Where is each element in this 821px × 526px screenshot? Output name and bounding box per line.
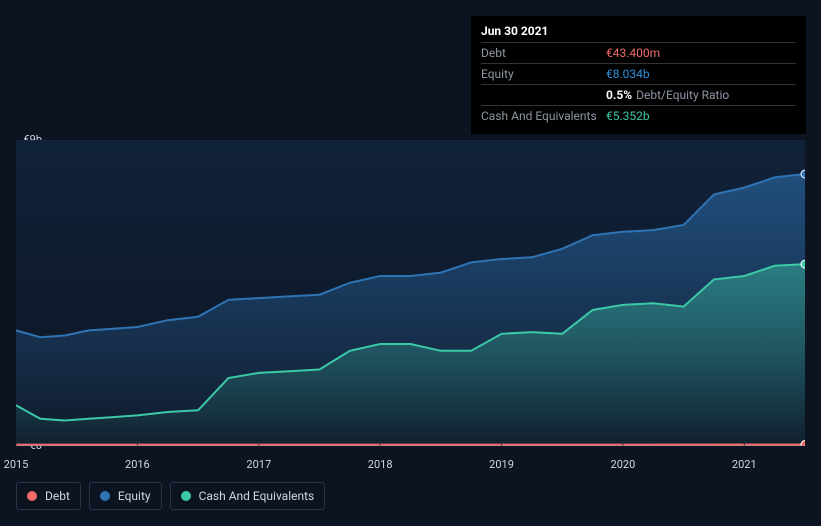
tooltip-label: Cash And Equivalents xyxy=(481,109,606,123)
tooltip-row: Cash And Equivalents€5.352b xyxy=(481,105,796,126)
legend-item-cash-and-equivalents[interactable]: Cash And Equivalents xyxy=(170,482,326,510)
x-axis: 2015201620172018201920202021 xyxy=(16,458,805,476)
x-tick-label: 2015 xyxy=(4,458,29,471)
tooltip-value: €8.034b xyxy=(606,67,650,81)
x-tick-label: 2019 xyxy=(489,458,514,471)
x-tick-label: 2016 xyxy=(125,458,150,471)
tooltip-row: Equity€8.034b xyxy=(481,63,796,84)
x-tick-label: 2018 xyxy=(368,458,393,471)
legend-item-equity[interactable]: Equity xyxy=(89,482,162,510)
tooltip-label xyxy=(481,88,606,102)
tooltip-value: €43.400m xyxy=(606,46,660,60)
tooltip-title: Jun 30 2021 xyxy=(481,24,796,42)
tooltip-value: €5.352b xyxy=(606,109,650,123)
tooltip-label: Equity xyxy=(481,67,606,81)
tooltip-row: Debt€43.400m xyxy=(481,42,796,63)
chart-plot[interactable] xyxy=(16,140,805,446)
x-tick-label: 2021 xyxy=(732,458,757,471)
tooltip-row: 0.5%Debt/Equity Ratio xyxy=(481,84,796,105)
chart-legend: Debt Equity Cash And Equivalents xyxy=(16,482,325,510)
x-tick-label: 2020 xyxy=(611,458,636,471)
legend-label: Equity xyxy=(118,489,151,503)
legend-swatch xyxy=(27,491,37,501)
legend-label: Debt xyxy=(45,489,70,503)
tooltip-value: 0.5%Debt/Equity Ratio xyxy=(606,88,729,102)
legend-label: Cash And Equivalents xyxy=(199,489,315,503)
legend-swatch xyxy=(100,491,110,501)
legend-item-debt[interactable]: Debt xyxy=(16,482,81,510)
chart-container: €9b€0 2015201620172018201920202021 xyxy=(16,120,805,476)
x-tick-label: 2017 xyxy=(246,458,271,471)
legend-swatch xyxy=(181,491,191,501)
tooltip-label: Debt xyxy=(481,46,606,60)
chart-tooltip: Jun 30 2021 Debt€43.400mEquity€8.034b0.5… xyxy=(471,16,806,134)
